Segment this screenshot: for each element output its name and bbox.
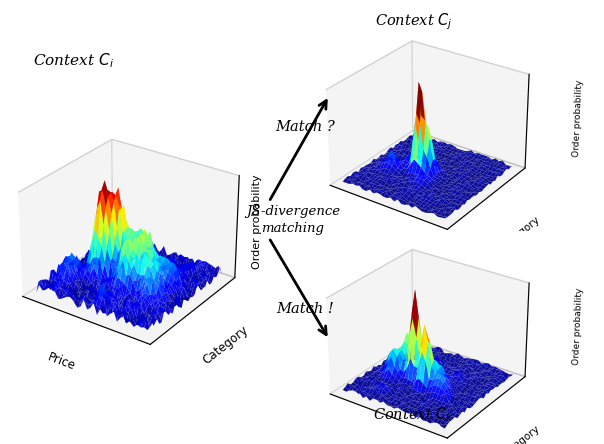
Y-axis label: Category: Category (201, 324, 251, 368)
Text: Context $C_j$: Context $C_j$ (375, 11, 452, 32)
Text: Context $C_k$: Context $C_k$ (373, 405, 454, 424)
Y-axis label: Category: Category (498, 423, 541, 444)
Text: Context $C_i$: Context $C_i$ (33, 51, 114, 70)
Text: Match !: Match ! (276, 301, 334, 316)
Text: Match ?: Match ? (275, 119, 335, 134)
X-axis label: Price: Price (350, 239, 378, 258)
Text: Order probability: Order probability (252, 174, 262, 270)
X-axis label: Price: Price (46, 350, 77, 373)
Y-axis label: Category: Category (498, 214, 541, 252)
Text: JS-divergence
matching: JS-divergence matching (246, 205, 340, 235)
